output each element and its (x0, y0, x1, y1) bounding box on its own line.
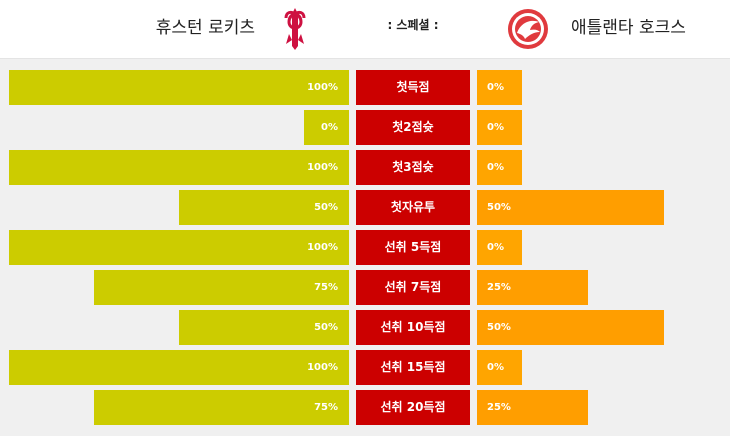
home-percentage: 75% (314, 282, 338, 293)
away-bar (477, 230, 522, 265)
away-percentage: 0% (487, 82, 504, 93)
away-percentage: 0% (487, 162, 504, 173)
home-bar (94, 390, 349, 425)
stat-row: 50% 선취 10득점 50% (0, 310, 730, 345)
away-bar (477, 350, 522, 385)
away-team-name: 애틀랜타 호크스 (571, 18, 686, 38)
stat-label: 첫3점슛 (356, 150, 470, 185)
stat-row: 100% 첫3점슛 0% (0, 150, 730, 185)
home-percentage: 0% (321, 122, 338, 133)
away-percentage: 25% (487, 402, 511, 413)
rockets-logo-icon (284, 8, 306, 50)
stat-label: 선취 5득점 (356, 230, 470, 265)
home-percentage: 100% (307, 162, 338, 173)
away-percentage: 25% (487, 282, 511, 293)
home-bar (94, 270, 349, 305)
stat-label: 첫득점 (356, 70, 470, 105)
away-bar (477, 110, 522, 145)
stat-label: 첫2점슛 (356, 110, 470, 145)
away-percentage: 50% (487, 202, 511, 213)
away-bar (477, 150, 522, 185)
home-bar (9, 350, 349, 385)
stat-row: 0% 첫2점슛 0% (0, 110, 730, 145)
away-bar (477, 390, 588, 425)
stat-label: 선취 15득점 (356, 350, 470, 385)
header: 휴스턴 로키츠 : 스페셜 : 애틀랜타 호크스 (0, 0, 730, 59)
home-bar (9, 150, 349, 185)
home-percentage: 50% (314, 202, 338, 213)
home-bar (179, 310, 349, 345)
hawks-logo-icon (508, 9, 548, 49)
home-bar (179, 190, 349, 225)
home-team-name: 휴스턴 로키츠 (155, 18, 255, 38)
stat-row: 100% 선취 5득점 0% (0, 230, 730, 265)
home-bar (9, 230, 349, 265)
home-percentage: 75% (314, 402, 338, 413)
stat-row: 100% 첫득점 0% (0, 70, 730, 105)
away-bar (477, 310, 664, 345)
stat-row: 75% 선취 7득점 25% (0, 270, 730, 305)
stat-row: 50% 첫자유투 50% (0, 190, 730, 225)
away-bar (477, 270, 588, 305)
away-percentage: 0% (487, 362, 504, 373)
stat-label: 선취 20득점 (356, 390, 470, 425)
home-bar (304, 110, 349, 145)
home-percentage: 50% (314, 322, 338, 333)
home-percentage: 100% (307, 242, 338, 253)
special-label: : 스페셜 : (387, 18, 439, 32)
stat-row: 75% 선취 20득점 25% (0, 390, 730, 425)
away-bar (477, 190, 664, 225)
stat-row: 100% 선취 15득점 0% (0, 350, 730, 385)
stat-label: 선취 7득점 (356, 270, 470, 305)
away-percentage: 0% (487, 122, 504, 133)
away-percentage: 50% (487, 322, 511, 333)
away-percentage: 0% (487, 242, 504, 253)
stat-label: 첫자유투 (356, 190, 470, 225)
stat-label: 선취 10득점 (356, 310, 470, 345)
home-bar (9, 70, 349, 105)
away-bar (477, 70, 522, 105)
home-percentage: 100% (307, 82, 338, 93)
home-percentage: 100% (307, 362, 338, 373)
